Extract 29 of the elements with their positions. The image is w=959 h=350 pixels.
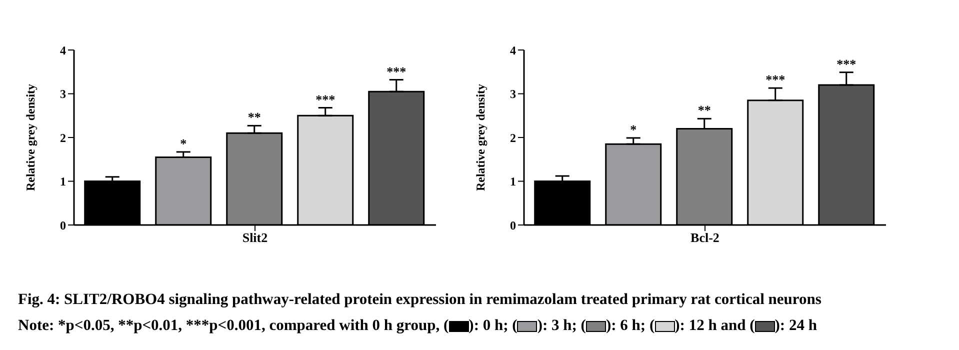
text: ): 24 h: [774, 317, 817, 334]
text: ): 12 h and (: [674, 317, 756, 334]
y-tick-label: 4: [510, 43, 516, 58]
y-tick-label: 0: [60, 218, 66, 232]
y-tick-label: 1: [60, 174, 66, 189]
text: Note: *p<0.05, **p<0.01, ***p<0.001, compared with 0 h group, (: [18, 317, 450, 334]
data-label: ***: [386, 64, 406, 79]
y-tick-label: 1: [510, 174, 516, 189]
y-tick-label: 3: [60, 87, 66, 102]
data-label: **: [248, 110, 261, 125]
x-tick-label: Bcl-2: [690, 230, 720, 246]
y-tick-label: 2: [60, 130, 66, 145]
data-label: ***: [766, 72, 786, 88]
data-label: *: [630, 122, 637, 137]
y-axis-title: Relative grey density: [23, 84, 38, 192]
x-tick-label: Slit2: [242, 230, 268, 246]
data-label: **: [698, 102, 711, 118]
data-label: ***: [316, 92, 336, 107]
y-axis-title: Relative grey density: [473, 84, 488, 192]
y-tick-label: 0: [510, 218, 516, 232]
text: ): 3 h; (: [537, 317, 587, 334]
text: ): 0 h; (: [468, 317, 518, 334]
y-tick-label: 4: [60, 43, 66, 58]
y-tick-label: 2: [510, 130, 516, 145]
text: Fig. 4: SLIT2/ROBO4 signaling pathway-related protein expression in remimazolam treated primary rat cortical neurons: [18, 290, 822, 310]
data-label: ***: [836, 56, 856, 72]
y-tick-label: 3: [510, 87, 516, 102]
text: ): 6 h; (: [606, 317, 656, 334]
data-label: *: [180, 136, 187, 151]
